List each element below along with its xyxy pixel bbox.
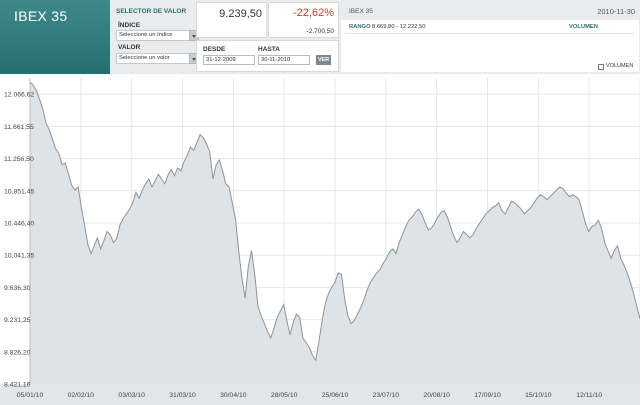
header-bar: IBEX 35 SELECTOR DE VALOR ÍNDICE Selecci… — [0, 0, 640, 74]
index-title-panel: IBEX 35 — [0, 0, 110, 74]
index-select-value: Seleccione un índice — [119, 32, 173, 38]
y-tick-label: 10.446,40 — [4, 220, 34, 227]
x-tick-label: 25/06/10 — [322, 392, 349, 399]
x-tick-label: 28/05/10 — [271, 392, 298, 399]
price-chart: 12.066,62 11.661,55 11.256,50 10.851,45 10.4… — [0, 74, 640, 405]
info-index-name: IBEX 35 — [349, 8, 373, 15]
x-tick-label: 30/04/10 — [220, 392, 247, 399]
view-button[interactable]: VER — [316, 55, 331, 65]
price-chart-svg: 12.066,62 11.661,55 11.256,50 10.851,45 10.4… — [0, 74, 640, 405]
price-panel: 9.239,50 — [196, 2, 267, 38]
y-tick-label: 9.231,25 — [4, 317, 31, 324]
to-date-input[interactable] — [258, 55, 310, 65]
divider — [345, 33, 635, 34]
value-select[interactable]: Seleccione un valor — [116, 53, 199, 64]
volume-toggle-label: VOLUMEN — [606, 63, 634, 69]
y-tick-label: 11.256,50 — [4, 156, 34, 163]
price-line — [29, 81, 640, 362]
x-tick-label: 03/03/10 — [118, 392, 145, 399]
range-value: 8.669,80 - 12.222,50 — [372, 24, 426, 30]
index-select[interactable]: Seleccione un índice — [116, 30, 199, 41]
change-panel: -22,62% -2.700,50 — [268, 2, 339, 38]
x-tick-label: 23/07/10 — [373, 392, 400, 399]
y-tick-label: 9.636,30 — [4, 285, 31, 292]
x-tick-label: 02/02/10 — [68, 392, 95, 399]
x-axis-band — [0, 384, 640, 405]
value-selector: SELECTOR DE VALOR ÍNDICE Seleccione un í… — [112, 2, 199, 72]
x-tick-label: 12/11/10 — [576, 392, 602, 399]
y-tick-label: 8.826,20 — [4, 349, 31, 356]
y-tick-label: 10.041,35 — [4, 253, 34, 260]
info-date: 2010-11-30 — [597, 7, 635, 16]
range-label: RANGO — [349, 24, 371, 30]
selector-title: SELECTOR DE VALOR — [116, 8, 187, 15]
volume-checkbox[interactable] — [598, 64, 604, 70]
to-label: HASTA — [258, 46, 280, 53]
index-label: ÍNDICE — [118, 22, 141, 29]
y-tick-label: 12.066,62 — [4, 92, 34, 99]
info-panel: IBEX 35 2010-11-30 RANGO 8.669,80 - 12.2… — [341, 2, 639, 72]
y-tick-label: 11.661,55 — [4, 124, 34, 131]
change-percent: -22,62% — [293, 7, 334, 19]
from-date-input[interactable] — [203, 55, 255, 65]
x-tick-label: 31/03/10 — [169, 392, 196, 399]
change-absolute: -2.700,50 — [306, 28, 334, 35]
value-select-value: Seleccione un valor — [119, 55, 170, 61]
info-header: IBEX 35 2010-11-30 — [341, 2, 639, 20]
date-range-form: DESDE HASTA VER — [196, 40, 339, 72]
index-title: IBEX 35 — [14, 8, 68, 24]
value-label: VALOR — [118, 44, 141, 51]
volume-label: VOLUMEN — [569, 24, 598, 30]
x-tick-label: 05/01/10 — [17, 392, 44, 399]
price-area — [30, 81, 640, 384]
last-price: 9.239,50 — [219, 8, 262, 20]
x-tick-label: 15/10/10 — [525, 392, 552, 399]
y-tick-label: 8.421,16 — [4, 382, 31, 389]
from-label: DESDE — [203, 46, 226, 53]
x-tick-label: 17/09/10 — [474, 392, 501, 399]
x-tick-label: 20/08/10 — [423, 392, 450, 399]
y-tick-label: 10.851,45 — [4, 188, 34, 195]
